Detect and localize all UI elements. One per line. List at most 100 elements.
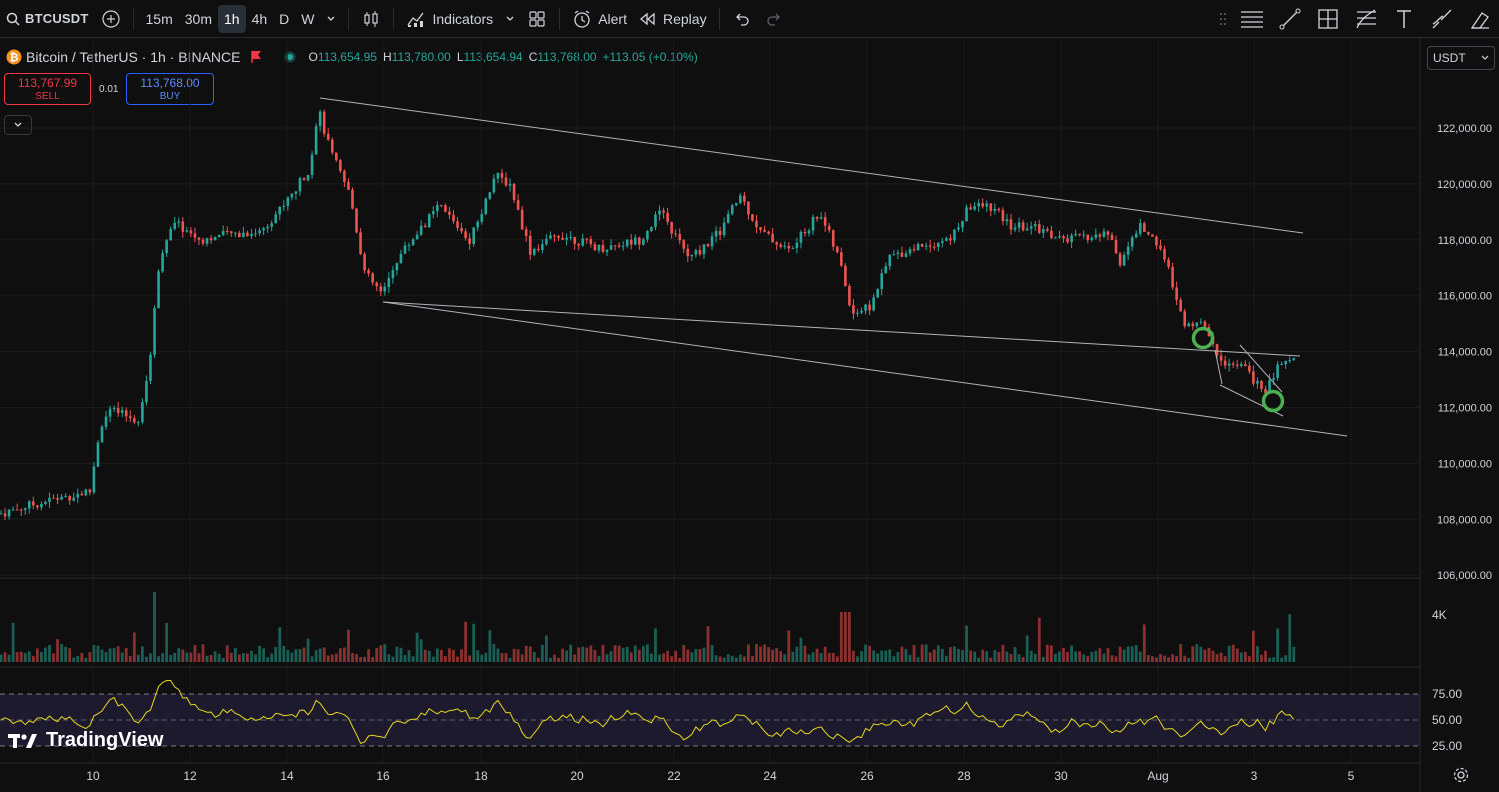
candle-body — [379, 286, 383, 292]
volume-bar — [439, 649, 443, 662]
volume-bar — [940, 648, 944, 662]
volume-bar — [969, 650, 972, 662]
interval-d[interactable]: D — [279, 10, 290, 27]
candle-body — [112, 408, 116, 410]
text-tool-icon[interactable] — [1385, 0, 1423, 37]
candle-body — [1143, 223, 1146, 232]
volume-bar — [900, 646, 904, 662]
volume-bar — [573, 654, 577, 662]
brush-tool-icon[interactable] — [1423, 0, 1461, 37]
fib-tool-icon[interactable] — [1347, 0, 1385, 37]
candle-body — [221, 230, 225, 236]
volume-bar — [1041, 656, 1045, 662]
eraser-tool-icon[interactable] — [1461, 0, 1499, 37]
chart-type-button[interactable] — [355, 5, 387, 33]
volume-bar — [698, 649, 702, 662]
volume-bar — [759, 646, 762, 662]
volume-bar — [585, 647, 589, 662]
volume-bar — [1207, 647, 1211, 662]
volume-bar — [629, 652, 633, 662]
volume-bar — [710, 645, 714, 662]
candle-body — [145, 380, 148, 403]
trend-line-tool-icon[interactable] — [1271, 0, 1309, 37]
candle-body — [613, 245, 617, 247]
volume-bar — [658, 654, 661, 662]
alert-button[interactable]: Alert — [566, 5, 633, 33]
volume-bar — [912, 645, 916, 662]
candle-body — [367, 270, 370, 274]
volume-bar — [989, 657, 993, 662]
undo-button[interactable] — [726, 5, 758, 33]
candle-body — [775, 242, 778, 245]
chart-settings-button[interactable] — [1452, 766, 1470, 789]
time-axis-label: 26 — [860, 769, 874, 783]
collapse-legend-button[interactable] — [4, 115, 32, 135]
compare-symbol-button[interactable] — [95, 5, 127, 33]
crosshair-box-tool-icon[interactable] — [1309, 0, 1347, 37]
volume-bar — [791, 651, 795, 662]
interval-w[interactable]: W — [301, 10, 315, 27]
volume-axis-label: 4K — [1432, 608, 1447, 622]
volume-bar — [706, 626, 710, 662]
volume-bar — [294, 649, 298, 662]
legend-title[interactable]: Bitcoin / TetherUS · 1h · BINANCE — [26, 49, 241, 65]
volume-bar — [233, 648, 237, 662]
candle-body — [565, 237, 568, 240]
volume-bar — [597, 655, 601, 662]
volume-bar — [185, 652, 189, 662]
candle-body — [330, 139, 334, 153]
marker-circle-1 — [1191, 326, 1215, 350]
candle-body — [718, 230, 722, 236]
interval-1h[interactable]: 1h — [217, 4, 246, 33]
symbol-search[interactable]: BTCUSDT — [0, 5, 95, 33]
volume-bar — [823, 646, 827, 662]
horizontal-lines-tool-icon[interactable] — [1233, 0, 1271, 37]
candle-body — [795, 242, 799, 249]
volume-bar — [581, 646, 585, 662]
candle-body — [973, 206, 976, 210]
volume-bar — [1272, 657, 1275, 662]
interval-dropdown[interactable] — [320, 5, 342, 33]
flag-icon[interactable] — [250, 50, 262, 64]
marker-circle-2 — [1261, 389, 1285, 413]
volume-bar — [343, 647, 346, 662]
candle-body — [0, 513, 3, 515]
volume-bar — [625, 646, 629, 662]
candle-body — [335, 152, 338, 161]
redo-button[interactable] — [758, 5, 790, 33]
candle-body — [1179, 299, 1182, 312]
volume-bar — [1247, 656, 1251, 662]
price-axis-label: 108,000.00 — [1437, 514, 1492, 526]
volume-bar — [31, 656, 35, 662]
candle-body — [633, 237, 637, 245]
buy-button[interactable]: 113,768.00 BUY — [126, 73, 214, 105]
candle-body — [347, 181, 350, 190]
drag-handle-icon[interactable] — [1213, 0, 1233, 37]
interval-4h[interactable]: 4h — [251, 10, 268, 27]
volume-bar — [278, 627, 282, 662]
currency-select[interactable]: USDT — [1427, 46, 1495, 70]
interval-15m[interactable]: 15m — [145, 10, 173, 27]
volume-bar — [347, 629, 350, 662]
replay-button[interactable]: Replay — [633, 5, 713, 33]
candle-body — [1042, 229, 1045, 233]
indicators-button[interactable]: Indicators — [400, 5, 499, 33]
sell-button[interactable]: 113,767.99 SELL — [4, 73, 91, 105]
candle-body — [1256, 381, 1259, 384]
volume-bar — [363, 656, 366, 662]
candle-body — [1284, 360, 1288, 365]
volume-bar — [557, 657, 560, 662]
layout-button[interactable] — [521, 5, 553, 33]
candle-body — [440, 205, 443, 207]
candle-body — [1082, 234, 1086, 236]
candle-body — [68, 495, 71, 501]
volume-bar — [953, 646, 956, 662]
indicators-dropdown[interactable] — [499, 5, 521, 33]
interval-30m[interactable]: 30m — [184, 10, 212, 27]
volume-bar — [221, 657, 225, 662]
market-status-icon[interactable] — [284, 51, 296, 63]
candle-body — [1001, 210, 1005, 222]
volume-bar — [229, 652, 233, 662]
volume-bar — [132, 632, 136, 662]
